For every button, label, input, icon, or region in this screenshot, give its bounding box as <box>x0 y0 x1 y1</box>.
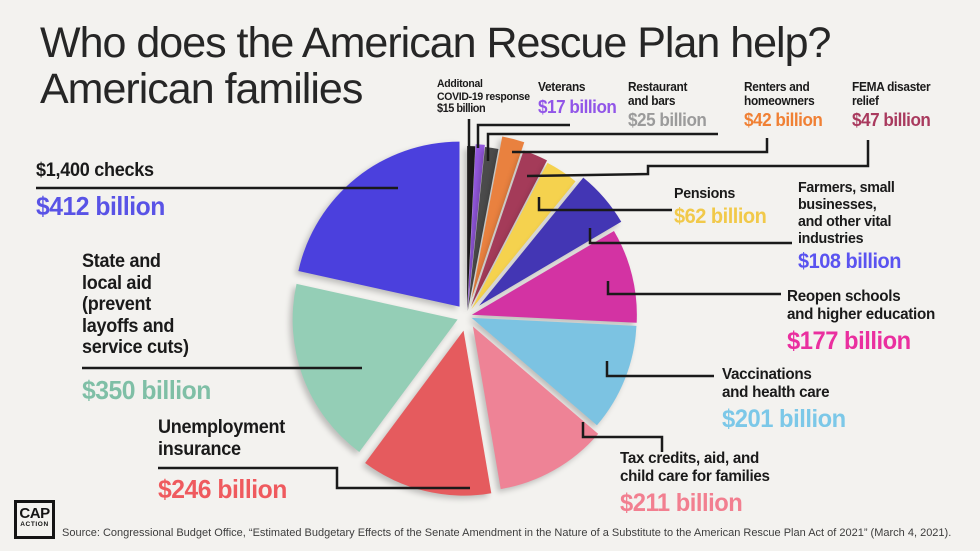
slice-label-state-and-local-aid: State and local aid (prevent layoffs and ser… <box>82 251 211 404</box>
slice-label-text: local aid <box>82 272 152 294</box>
pie-slice-pensions <box>471 162 576 310</box>
source-attribution: Source: Congressional Budget Office, “Es… <box>62 527 952 539</box>
slice-label-text: Veterans <box>538 80 586 94</box>
slice-value: $15 billion <box>437 103 486 115</box>
leader-line-pensions <box>537 197 672 212</box>
leader-line-vaccinations-health-care <box>605 361 714 378</box>
slice-label-text: (prevent <box>82 294 151 315</box>
slice-label-text: $1,400 checks <box>36 160 154 181</box>
page-title: Who does the American Rescue Plan help? … <box>40 19 831 113</box>
leader-line-farmers-small-businesses <box>588 228 792 245</box>
cap-action-logo: CAP ACTION <box>14 500 55 539</box>
slice-value: $211 billion <box>620 489 743 517</box>
pie-slice-1400-checks <box>298 141 460 307</box>
slice-label-vaccinations-health-care: Vaccinations and health care $201 billion <box>722 366 846 433</box>
slice-label-text: and health care <box>722 383 830 401</box>
slice-label-text: and bars <box>628 93 676 108</box>
slice-label-text: businesses, <box>798 196 877 213</box>
slice-label-text: homeowners <box>744 93 815 108</box>
pie-slice-veterans <box>467 144 485 310</box>
slice-label-text: layoffs and <box>82 315 175 337</box>
slice-label-text: and higher education <box>787 305 936 323</box>
leader-line-veterans <box>476 123 570 148</box>
slice-value: $47 billion <box>852 110 931 130</box>
slice-label-1400-checks: $1,400 checks $412 billion <box>36 160 165 220</box>
pie-slice-restaurant-and-bars <box>467 146 499 312</box>
slice-label-text: insurance <box>158 438 241 460</box>
slice-label-text: Reopen schools <box>787 288 901 305</box>
slice-label-text: Renters and <box>744 80 810 94</box>
slice-label-text: COVID-19 response <box>437 90 530 103</box>
cap-action-logo-action: ACTION <box>20 521 49 528</box>
slice-label-reopen-schools-higher-education: Reopen schools and higher education $177 b… <box>787 288 935 355</box>
slice-label-text: Farmers, small <box>798 179 895 196</box>
slice-label-text: Unemployment <box>158 417 285 438</box>
slice-label-farmers-small-businesses: Farmers, small businesses, and other vital… <box>798 179 901 273</box>
leader-line-unemployment-insurance <box>158 466 470 490</box>
slice-label-text: Pensions <box>674 185 736 202</box>
slice-label-restaurant-and-bars: Restaurant and bars $25 billion <box>628 80 707 130</box>
cap-action-logo-cap: CAP <box>19 505 50 522</box>
slice-label-text: child care for families <box>620 467 770 485</box>
slice-label-text: and other vital <box>798 213 892 230</box>
pie-slice-vaccinations-health-care <box>471 317 637 426</box>
slice-value: $350 billion <box>82 374 211 405</box>
slice-value: $177 billion <box>787 327 911 355</box>
pie-slice-fema-disaster-relief <box>470 150 548 307</box>
slice-label-pensions: Pensions $62 billion <box>674 185 767 228</box>
page-title-line1: Who does the American Rescue Plan help? <box>40 19 831 67</box>
leader-line-tax-credits-aid-child-care <box>581 422 664 452</box>
slice-label-text: industries <box>798 230 864 247</box>
pie-slice-state-and-local-aid <box>292 283 458 452</box>
slice-label-veterans: Veterans $17 billion <box>538 80 617 117</box>
slice-value: $42 billion <box>744 110 823 130</box>
slice-value: $246 billion <box>158 474 287 504</box>
slice-label-text: Tax credits, aid, and <box>620 450 760 467</box>
slice-label-text: State and <box>82 251 161 272</box>
slice-value: $108 billion <box>798 250 901 273</box>
pie-slice-renters-and-homeowners <box>471 136 525 299</box>
page-title-line2: American families <box>40 65 363 113</box>
slice-label-fema-disaster-relief: FEMA disaster relief $47 billion <box>852 80 931 130</box>
pie-slice-tax-credits-aid-child-care <box>472 326 599 490</box>
leader-line-renters-and-homeowners <box>512 138 769 154</box>
slice-label-text: relief <box>852 93 879 108</box>
slice-label-additional-covid-19-response: Additonal COVID-19 response $15 billion <box>437 78 530 116</box>
slice-value: $201 billion <box>722 405 846 433</box>
leader-line-restaurant-and-bars <box>486 132 718 161</box>
slice-value: $17 billion <box>538 96 617 117</box>
leader-line-reopen-schools-higher-education <box>606 281 781 296</box>
pie-slice-additional-covid-19-response <box>467 146 476 311</box>
slice-label-tax-credits-aid-child-care: Tax credits, aid, and child care for fami… <box>620 450 770 517</box>
slice-label-renters-and-homeowners: Renters and homeowners $42 billion <box>744 80 823 130</box>
leader-lines <box>36 119 870 490</box>
slice-label-text: service cuts) <box>82 337 189 358</box>
pie-slice-unemployment-insurance <box>365 330 492 496</box>
slice-label-text: Additonal <box>437 78 483 90</box>
slice-label-text: Vaccinations <box>722 366 812 383</box>
slice-value: $25 billion <box>628 110 707 130</box>
pie-slice-reopen-schools-higher-education <box>471 230 637 323</box>
slice-label-text: FEMA disaster <box>852 80 931 94</box>
slice-label-text: Restaurant <box>628 80 688 94</box>
slice-value: $412 billion <box>36 190 165 221</box>
leader-line-fema-disaster-relief <box>526 140 870 178</box>
slice-label-unemployment-insurance: Unemployment insurance $246 billion <box>158 417 287 503</box>
slice-value: $62 billion <box>674 205 767 228</box>
